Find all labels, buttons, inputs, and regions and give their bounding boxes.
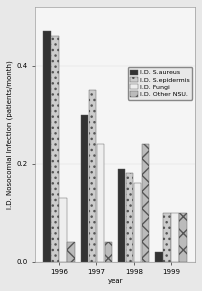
X-axis label: year: year <box>107 278 123 284</box>
Legend: I.D. S.aureus, I.D. S.epidermis, I.D. Fungi, I.D. Other NSU.: I.D. S.aureus, I.D. S.epidermis, I.D. Fu… <box>128 67 192 100</box>
Bar <box>43 31 51 262</box>
Bar <box>97 144 104 262</box>
Bar <box>81 115 88 262</box>
Bar <box>59 198 67 262</box>
Bar <box>155 252 163 262</box>
Bar <box>105 242 112 262</box>
Bar <box>126 173 133 262</box>
Bar <box>134 183 141 262</box>
Bar <box>52 36 59 262</box>
Bar <box>142 144 149 262</box>
Bar <box>171 213 179 262</box>
Bar <box>67 242 75 262</box>
Bar <box>179 213 187 262</box>
Bar <box>163 213 171 262</box>
Bar <box>89 90 96 262</box>
Bar <box>118 168 125 262</box>
Y-axis label: I.D. Nosocomial Infection (patients/month): I.D. Nosocomial Infection (patients/mont… <box>7 60 14 209</box>
